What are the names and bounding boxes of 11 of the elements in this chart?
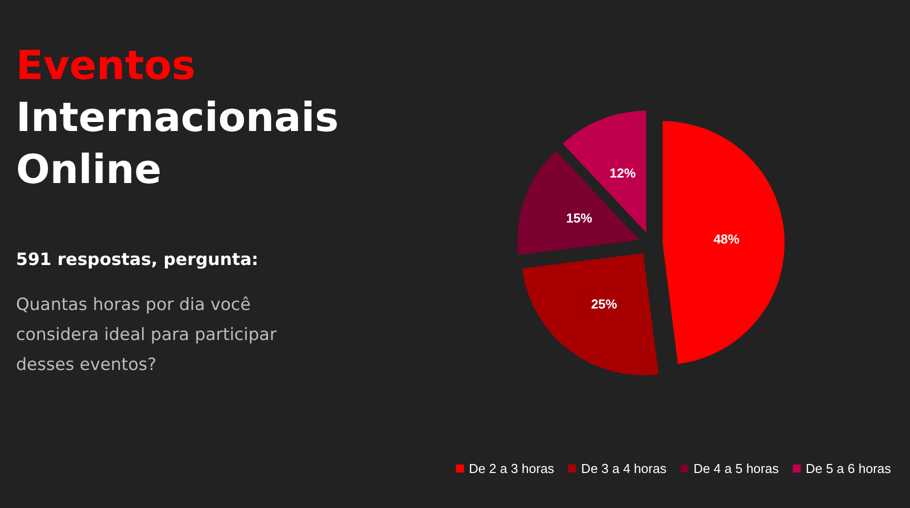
legend-label: De 3 a 4 horas — [581, 461, 667, 476]
text: Quantas horas por dia você considera ideal para participar desses eventos? — [16, 294, 278, 377]
data-label: 15% — [566, 210, 593, 226]
data-label: 48% — [713, 232, 740, 247]
legend-label: De 5 a 6 horas — [806, 461, 892, 476]
data-label: 12% — [610, 166, 636, 181]
text: 591 respostas, pergunta: — [16, 250, 258, 270]
chart-title: Eventos Internacionais Online — [16, 42, 340, 195]
data-label: 25% — [591, 296, 618, 312]
legend-label: De 4 a 5 horas — [693, 461, 780, 476]
legend-label: De 2 a 3 horas — [468, 461, 555, 476]
